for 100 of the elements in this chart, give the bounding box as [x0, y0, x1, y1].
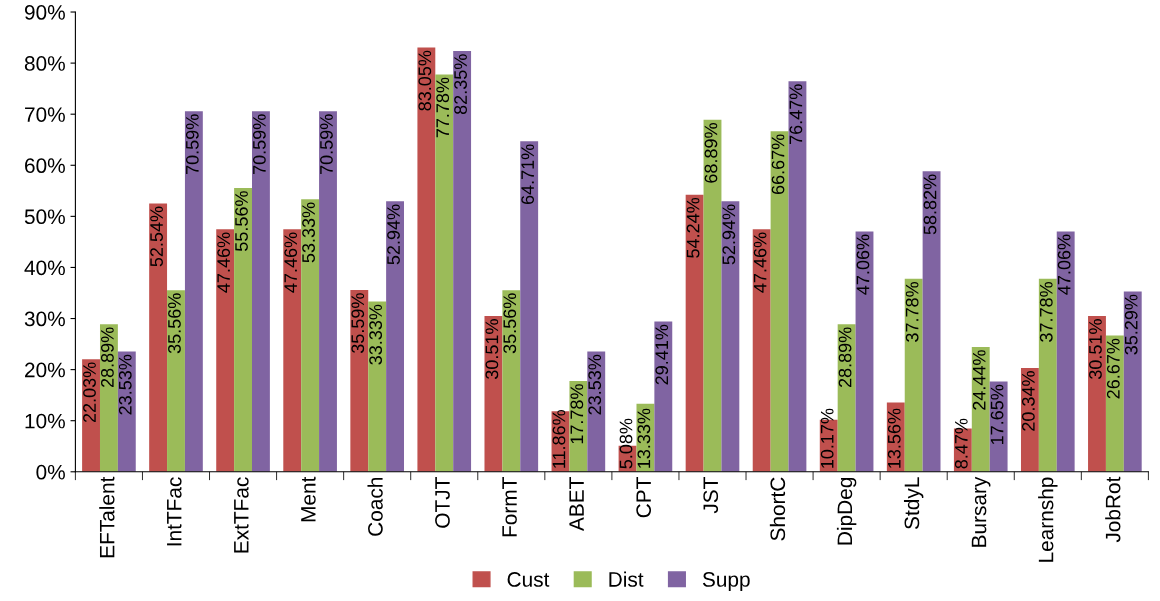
data-label: 70.59% — [320, 114, 333, 175]
bar — [234, 187, 252, 472]
bar — [770, 131, 789, 472]
bar — [252, 111, 270, 472]
y-tick-label: 90% — [24, 5, 65, 20]
data-label: 29.41% — [655, 324, 669, 385]
data-label: 66.67% — [771, 134, 785, 195]
data-label: 10.17% — [820, 408, 834, 468]
data-label: 35.29% — [1124, 294, 1138, 355]
data-label: 53.33% — [302, 202, 315, 263]
data-label: 13.33% — [637, 408, 651, 468]
data-label: 23.53% — [588, 354, 602, 415]
data-label: 70.59% — [185, 114, 199, 175]
x-tick-label: DipDeg — [836, 477, 857, 545]
data-label: 11.86% — [552, 409, 566, 468]
bar — [216, 229, 235, 472]
bar — [484, 315, 503, 472]
legend-label: Cust — [507, 572, 550, 587]
data-label: 30.51% — [485, 319, 499, 380]
data-label: 22.03% — [83, 362, 96, 423]
x-tick-label: FormT — [502, 477, 517, 537]
legend-label: Dist — [609, 571, 644, 587]
bar — [368, 301, 387, 472]
y-tick-label: 60% — [25, 158, 65, 174]
bar — [520, 141, 539, 472]
bar — [703, 119, 722, 472]
y-tick-label: 30% — [24, 311, 65, 327]
y-tick-label: 0% — [36, 464, 65, 480]
x-tick-label: Ment — [301, 476, 316, 522]
legend-label: Supp — [702, 572, 750, 591]
data-label: 30.51% — [1089, 319, 1102, 380]
data-label: 26.67% — [1106, 338, 1120, 399]
x-tick-label: JobRot — [1105, 476, 1121, 543]
bar — [301, 199, 320, 472]
bar — [837, 324, 856, 472]
x-tick-label: ABET — [569, 477, 584, 532]
bar — [319, 111, 337, 472]
x-tick-label: ExtTFac — [234, 477, 249, 553]
y-tick-label: 50% — [24, 209, 65, 225]
data-label: 77.78% — [436, 77, 450, 138]
bar — [752, 229, 771, 472]
data-label: 54.24% — [686, 197, 700, 258]
x-tick-label: JST — [703, 477, 719, 514]
x-tick-label: CPT — [636, 477, 652, 518]
bar — [350, 289, 369, 472]
bar — [167, 290, 185, 472]
y-tick-label: 40% — [24, 260, 65, 276]
data-label: 47.06% — [1057, 234, 1071, 295]
data-label: 20.34% — [1021, 371, 1035, 431]
bar — [855, 231, 874, 472]
x-tick-label: OTJT — [435, 477, 450, 528]
data-label: 47.06% — [856, 234, 870, 295]
data-label: 47.46% — [217, 232, 231, 293]
bar — [1123, 291, 1142, 472]
data-label: 47.46% — [753, 232, 767, 293]
bar — [1056, 231, 1075, 472]
bar — [1038, 278, 1057, 472]
bar — [502, 290, 521, 472]
bar — [971, 346, 990, 472]
y-tick-label: 10% — [25, 413, 65, 429]
x-tick-label: Bursary — [971, 476, 991, 547]
data-label: 52.54% — [150, 206, 163, 267]
x-tick-label: ShortC — [769, 477, 786, 541]
bar — [788, 81, 807, 472]
x-tick-label: StdyL — [903, 477, 924, 529]
bar — [417, 47, 436, 472]
data-label: 28.89% — [838, 327, 852, 388]
data-label: 35.59% — [351, 293, 365, 354]
x-tick-label: Learnshp — [1038, 477, 1058, 562]
bar — [904, 278, 923, 472]
bar — [685, 194, 704, 472]
bar — [386, 201, 405, 472]
x-tick-label: EFTalent — [99, 476, 115, 558]
data-label: 37.78% — [905, 281, 919, 342]
y-tick-label: 80% — [24, 56, 65, 71]
data-label: 70.59% — [253, 114, 266, 175]
data-label: 33.33% — [369, 304, 383, 365]
data-label: 35.56% — [168, 293, 181, 354]
bar — [721, 201, 740, 472]
data-label: 58.82% — [923, 174, 937, 235]
data-label: 23.53% — [118, 354, 132, 415]
bar — [654, 321, 673, 472]
data-label: 28.89% — [100, 327, 114, 388]
data-label: 64.71% — [521, 144, 535, 205]
y-tick-label: 70% — [25, 107, 65, 122]
data-label: 82.35% — [454, 54, 467, 115]
data-label: 24.44% — [972, 350, 986, 410]
bar — [1088, 315, 1106, 472]
y-tick-label: 20% — [25, 362, 65, 378]
bar — [99, 324, 118, 472]
data-label: 35.56% — [503, 293, 517, 354]
data-label: 76.47% — [789, 84, 803, 144]
data-label: 55.56% — [235, 191, 248, 252]
data-label: 52.94% — [722, 204, 736, 265]
data-label: 37.78% — [1039, 281, 1053, 342]
data-label: 17.78% — [570, 384, 584, 444]
x-tick-label: Coach — [367, 477, 383, 536]
data-label: 13.56% — [887, 408, 901, 468]
bar — [184, 111, 203, 472]
data-label: 8.47% — [954, 418, 968, 469]
